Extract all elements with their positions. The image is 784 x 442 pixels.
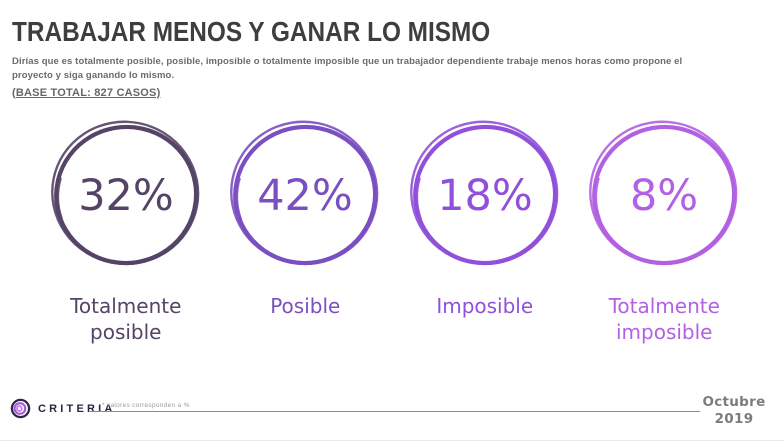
category-label: Totalmente imposible: [608, 294, 720, 344]
date-label: Octubre 2019: [698, 394, 770, 428]
question-text: Dirías que es totalmente posible, posibl…: [12, 56, 683, 81]
slide-header: TRABAJAR MENOS Y GANAR LO MISMO Dirías q…: [12, 16, 754, 99]
category-label: Posible: [270, 294, 341, 318]
sketch-ring: 32%: [48, 116, 204, 272]
percentage-circles-row: 32% Totalmente posible 42% Posible: [36, 116, 754, 345]
category-label: Totalmente posible: [70, 294, 182, 344]
circle-item-imposible: 18% Imposible: [395, 116, 575, 345]
values-footnote: * valores corresponden a %: [102, 402, 190, 409]
date-month: Octubre: [702, 394, 766, 411]
ring-icon: 42%: [230, 120, 379, 266]
criteria-logo: CRITERIA: [10, 398, 116, 419]
percentage-value: 42%: [257, 171, 353, 221]
base-total-note: (BASE TOTAL: 827 CASOS): [12, 86, 161, 99]
sketch-ring: 8%: [586, 116, 742, 272]
footer-divider-line: [90, 411, 700, 412]
sketch-ring: 42%: [227, 116, 383, 272]
date-year: 2019: [714, 411, 754, 428]
slide-footer: CRITERIA * valores corresponden a % Octu…: [10, 382, 770, 442]
percentage-value: 32%: [78, 171, 174, 221]
percentage-value: 8%: [630, 171, 698, 221]
sketch-ring: 18%: [407, 116, 563, 272]
ring-icon: 8%: [589, 120, 738, 266]
percentage-value: 18%: [437, 171, 533, 221]
slide-bottom-edge: [0, 440, 784, 441]
circle-item-totalmente-imposible: 8% Totalmente imposible: [575, 116, 755, 345]
circle-item-totalmente-posible: 32% Totalmente posible: [36, 116, 216, 345]
criteria-logo-icon: [10, 398, 31, 419]
page-title: TRABAJAR MENOS Y GANAR LO MISMO: [12, 16, 491, 47]
ring-icon: 32%: [50, 120, 200, 266]
circle-item-posible: 42% Posible: [216, 116, 396, 345]
category-label: Imposible: [436, 294, 534, 318]
ring-icon: 18%: [409, 120, 559, 266]
